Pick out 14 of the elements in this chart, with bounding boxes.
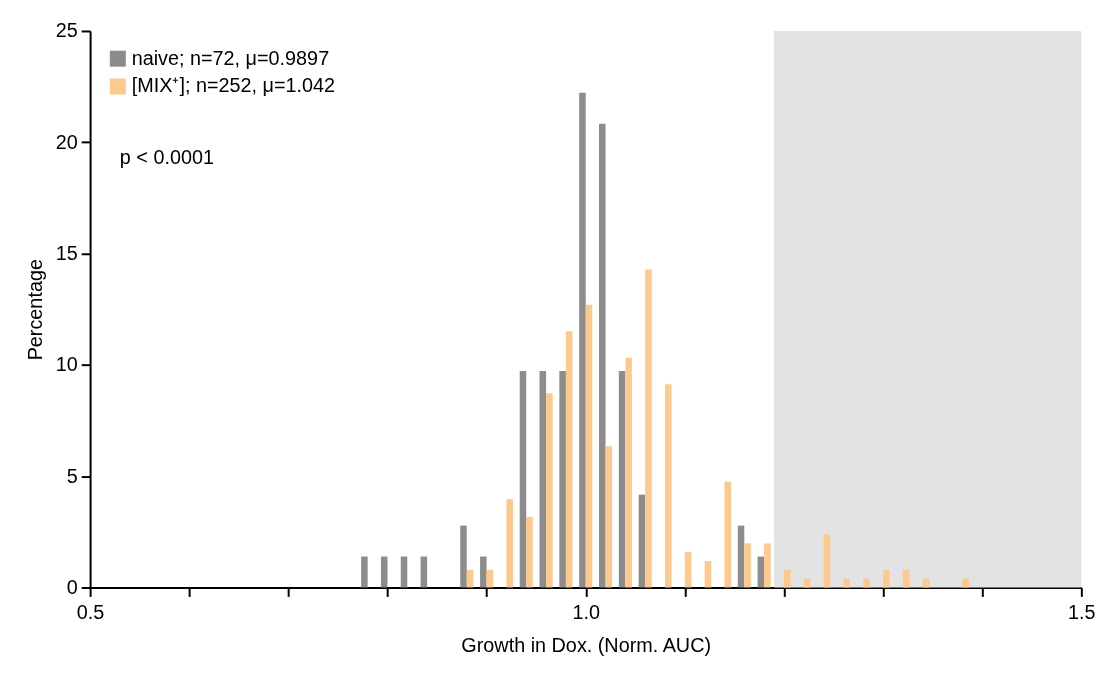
y-tick-label: 20 <box>55 130 78 153</box>
y-tick-label: 25 <box>55 19 78 42</box>
y-tick-label: 15 <box>55 242 78 265</box>
x-axis-title: Growth in Dox. (Norm. AUC) <box>461 634 712 657</box>
annotation: p < 0.0001 <box>119 145 214 168</box>
x-tick-label: 1.5 <box>1068 600 1096 623</box>
legend-label: naive; n=72, μ=0.9897 <box>131 46 330 69</box>
x-tick-label: 0.5 <box>76 600 105 623</box>
x-tick-label: 1.0 <box>572 600 600 623</box>
y-tick-label: 0 <box>66 575 78 598</box>
legend-label: [MIX⁺]; n=252, μ=1.042 <box>131 74 336 97</box>
y-tick-label: 10 <box>55 353 78 376</box>
y-axis-title: Percentage <box>23 259 46 361</box>
y-tick-label: 5 <box>66 464 78 487</box>
